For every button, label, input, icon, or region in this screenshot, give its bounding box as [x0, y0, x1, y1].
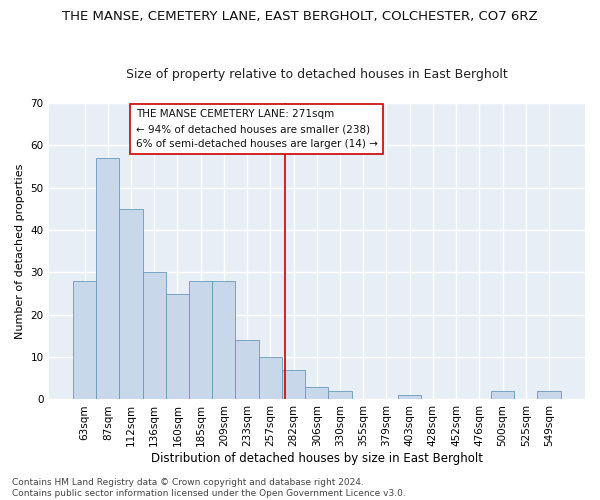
Text: THE MANSE CEMETERY LANE: 271sqm
← 94% of detached houses are smaller (238)
6% of: THE MANSE CEMETERY LANE: 271sqm ← 94% of… [136, 110, 377, 149]
Bar [189, 281, 212, 400]
X-axis label: Distribution of detached houses by size in East Bergholt: Distribution of detached houses by size … [151, 452, 483, 465]
Bar [119, 209, 143, 400]
Y-axis label: Number of detached properties: Number of detached properties [15, 164, 25, 339]
Bar [398, 395, 421, 400]
Bar [73, 281, 96, 400]
Text: THE MANSE, CEMETERY LANE, EAST BERGHOLT, COLCHESTER, CO7 6RZ: THE MANSE, CEMETERY LANE, EAST BERGHOLT,… [62, 10, 538, 23]
Bar [305, 387, 328, 400]
Bar [212, 281, 235, 400]
Bar [166, 294, 189, 400]
Bar [235, 340, 259, 400]
Bar [96, 158, 119, 400]
Bar [282, 370, 305, 400]
Bar [491, 391, 514, 400]
Bar [328, 391, 352, 400]
Title: Size of property relative to detached houses in East Bergholt: Size of property relative to detached ho… [126, 68, 508, 81]
Bar [259, 357, 282, 400]
Bar [538, 391, 560, 400]
Bar [143, 272, 166, 400]
Text: Contains HM Land Registry data © Crown copyright and database right 2024.
Contai: Contains HM Land Registry data © Crown c… [12, 478, 406, 498]
